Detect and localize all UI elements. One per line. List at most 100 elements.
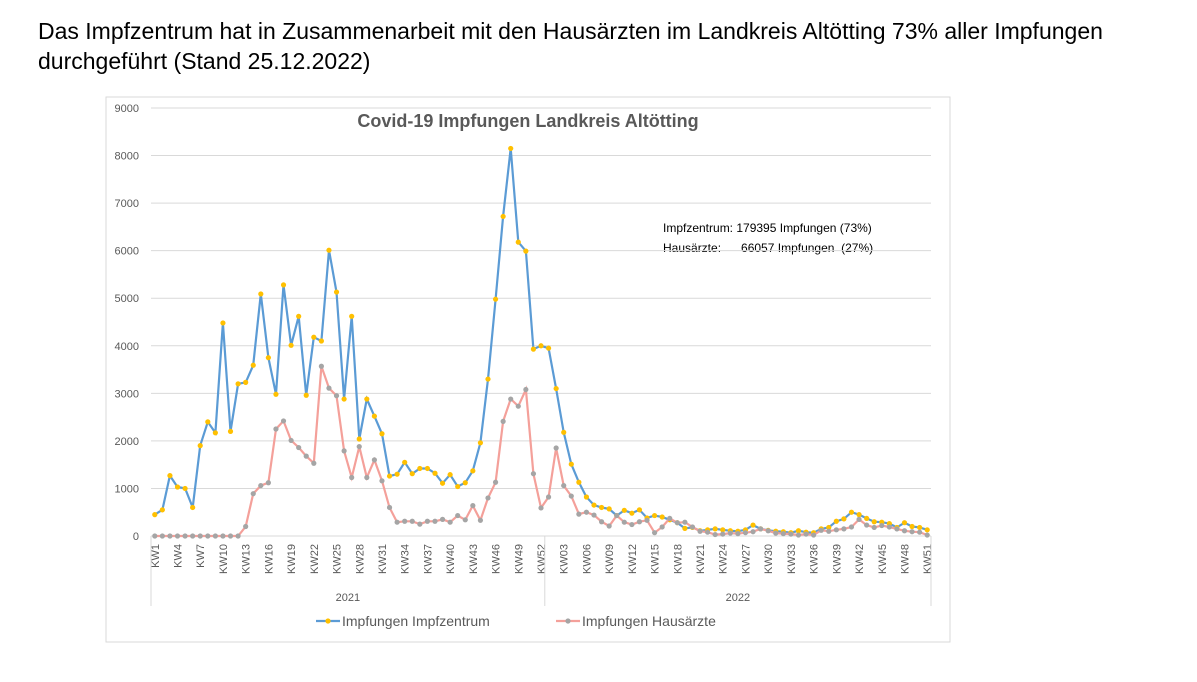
marker xyxy=(629,521,635,528)
legend-label: Impfungen Hausärzte xyxy=(582,613,716,629)
marker xyxy=(265,355,271,361)
marker xyxy=(235,381,241,387)
marker xyxy=(803,531,809,537)
marker xyxy=(811,532,817,538)
marker xyxy=(265,480,271,486)
x-tick-label: KW46 xyxy=(491,544,503,574)
marker xyxy=(826,528,832,534)
x-tick-label: KW10 xyxy=(218,544,230,574)
marker xyxy=(659,514,665,520)
marker xyxy=(795,528,802,534)
x-tick-label: KW19 xyxy=(286,544,298,574)
marker xyxy=(333,289,340,295)
marker xyxy=(227,533,234,539)
marker xyxy=(720,527,726,533)
marker xyxy=(462,480,468,486)
marker xyxy=(280,282,287,288)
marker xyxy=(833,527,839,533)
x-tick-label: KW34 xyxy=(400,544,412,574)
marker xyxy=(909,523,915,530)
y-tick-label: 6000 xyxy=(115,246,139,258)
marker xyxy=(689,524,696,530)
marker xyxy=(636,519,643,525)
x-tick-label: KW21 xyxy=(695,544,707,574)
x-tick-label: KW22 xyxy=(309,544,321,574)
y-tick-label: 5000 xyxy=(115,293,139,305)
marker xyxy=(424,465,431,472)
marker xyxy=(311,460,317,466)
marker xyxy=(470,502,476,509)
marker xyxy=(917,524,923,531)
marker xyxy=(326,247,332,253)
annotation: Hausärzte: 66057 Impfungen (27%) xyxy=(663,241,873,255)
marker xyxy=(379,478,385,484)
marker xyxy=(492,479,499,485)
x-tick-label: KW49 xyxy=(513,544,525,574)
marker xyxy=(455,512,461,519)
x-tick-label: KW36 xyxy=(809,544,821,574)
marker xyxy=(333,393,340,399)
marker xyxy=(402,518,408,524)
chart-frame xyxy=(105,96,951,643)
x-tick-label: KW09 xyxy=(604,544,616,574)
chart-title: Covid-19 Impfungen Landkreis Altötting xyxy=(357,111,698,131)
marker xyxy=(455,483,461,490)
marker xyxy=(273,426,279,432)
marker xyxy=(386,473,393,479)
x-tick-label: KW25 xyxy=(332,544,344,574)
x-tick-label: KW12 xyxy=(627,544,639,574)
marker xyxy=(901,528,908,534)
marker xyxy=(682,519,688,525)
marker xyxy=(614,512,620,519)
marker xyxy=(553,445,559,451)
marker xyxy=(356,443,362,450)
marker xyxy=(394,519,400,525)
marker xyxy=(227,428,234,434)
x-tick-label: KW1 xyxy=(150,544,162,568)
marker xyxy=(296,313,302,319)
slide-title: Das Impfzentrum hat in Zusammenarbeit mi… xyxy=(38,18,1103,74)
marker xyxy=(212,533,218,539)
x-tick-label: KW28 xyxy=(354,544,366,574)
marker xyxy=(606,523,612,529)
marker xyxy=(538,343,544,349)
marker xyxy=(773,530,779,536)
marker xyxy=(561,482,567,489)
marker xyxy=(190,533,196,539)
marker xyxy=(159,533,165,539)
marker xyxy=(318,363,324,369)
marker xyxy=(258,291,264,297)
marker xyxy=(583,494,590,500)
marker xyxy=(235,533,241,539)
marker xyxy=(447,519,453,525)
marker xyxy=(583,509,590,515)
y-tick-label: 2000 xyxy=(115,436,139,448)
marker xyxy=(826,524,832,531)
y-tick-label: 1000 xyxy=(115,483,139,495)
x-tick-label: KW4 xyxy=(173,544,185,568)
marker xyxy=(205,419,211,425)
marker xyxy=(288,437,294,444)
legend-marker xyxy=(565,618,571,624)
marker xyxy=(667,515,673,522)
marker xyxy=(886,524,892,530)
x-tick-label: KW42 xyxy=(854,544,866,574)
marker xyxy=(523,248,529,254)
marker xyxy=(417,465,423,472)
marker xyxy=(568,493,574,499)
x-tick-label: KW40 xyxy=(445,544,457,574)
x-tick-label: KW51 xyxy=(922,544,934,574)
marker xyxy=(197,443,203,449)
marker xyxy=(250,491,256,497)
marker xyxy=(152,533,158,539)
marker xyxy=(182,485,188,492)
marker xyxy=(220,533,226,539)
marker xyxy=(364,474,370,481)
marker xyxy=(424,518,431,524)
marker xyxy=(659,524,665,530)
y-tick-label: 9000 xyxy=(115,103,139,115)
marker xyxy=(273,391,279,397)
marker xyxy=(864,515,870,522)
y-tick-label: 0 xyxy=(133,531,139,543)
